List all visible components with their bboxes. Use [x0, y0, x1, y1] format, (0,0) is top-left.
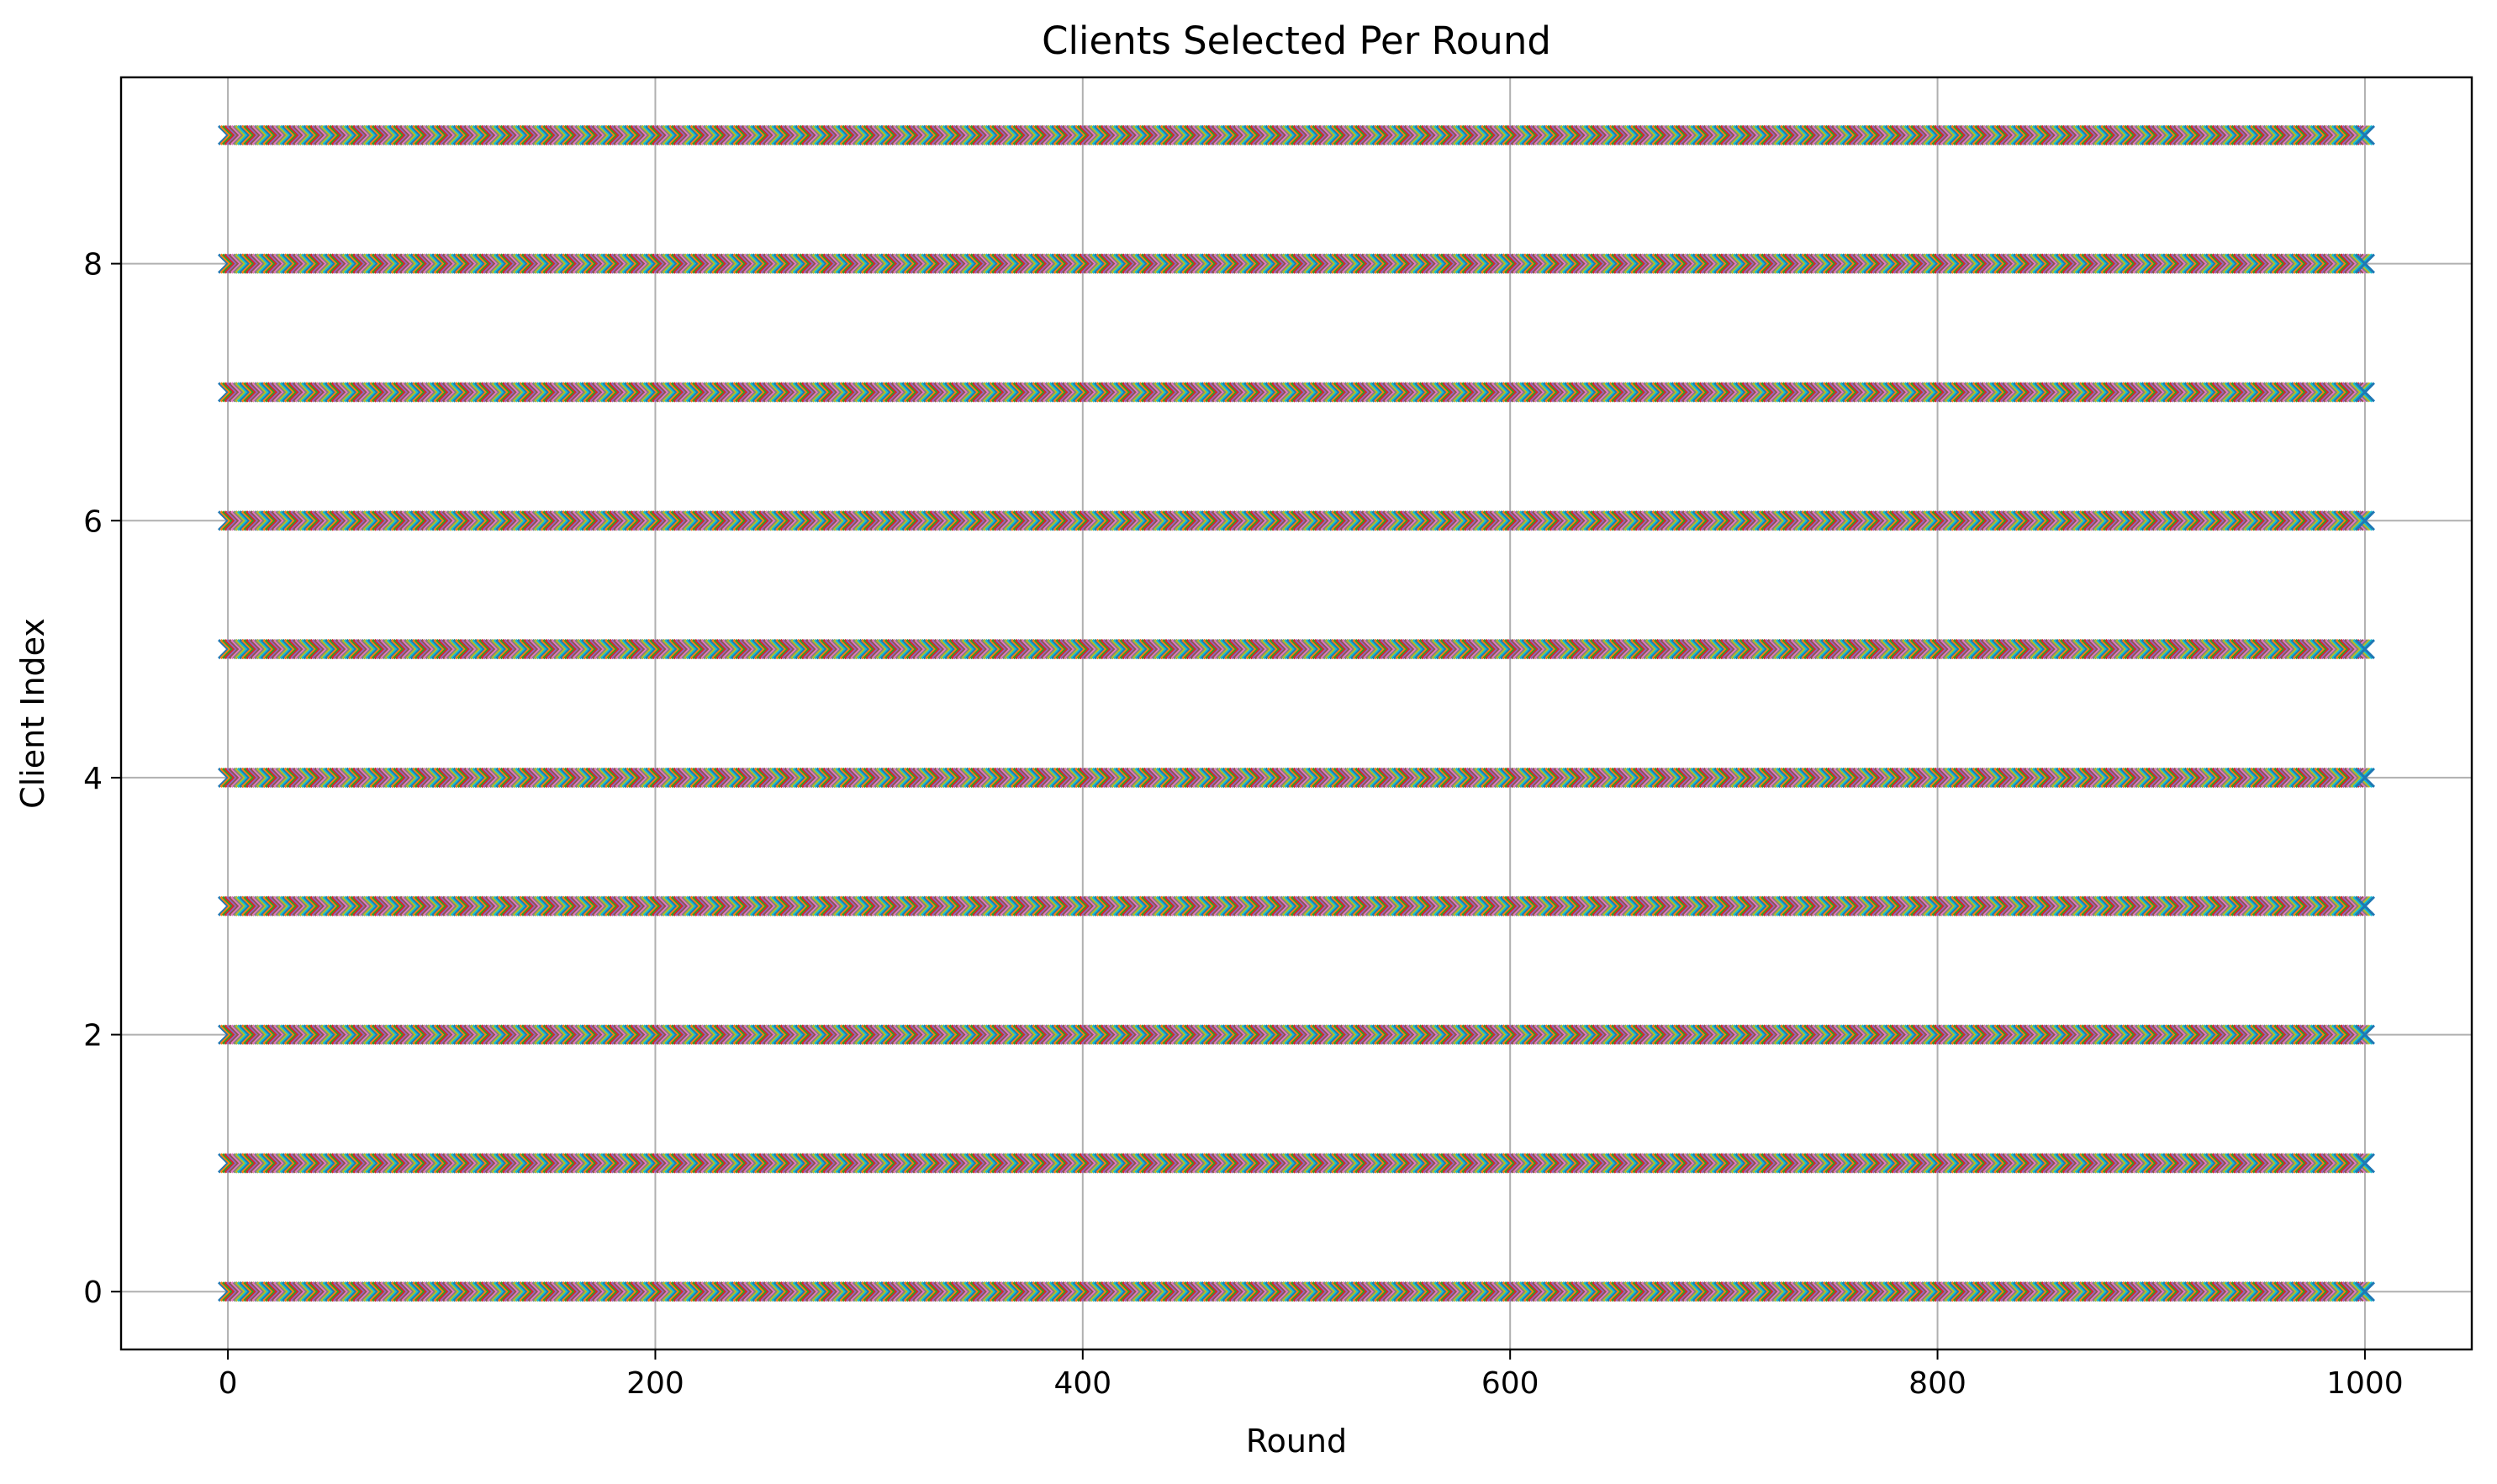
marks-layer: [218, 124, 2375, 1302]
